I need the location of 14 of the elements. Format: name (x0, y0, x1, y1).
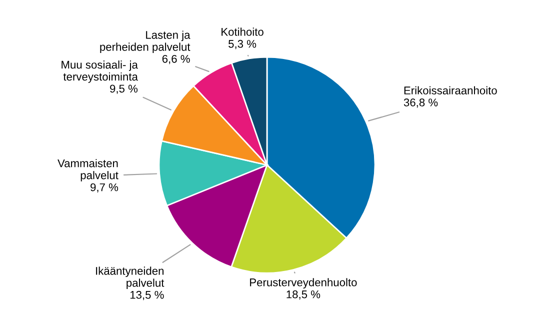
data-label: 9,7 % (90, 183, 118, 193)
data-label: 13,5 % (130, 290, 164, 300)
slice-label: Ikääntyneiden palvelut (96, 266, 164, 289)
data-label: 5,3 % (228, 40, 256, 50)
slice-label: Vammaisten palvelut (58, 159, 118, 182)
slice-label: Perusterveydenhuolto (250, 278, 357, 289)
data-label: 36,8 % (404, 98, 438, 108)
data-label: 9,5 % (110, 84, 138, 94)
slice-label: Erikoissairaanhoito (404, 86, 497, 94)
data-label: 18,5 % (286, 290, 320, 300)
slice-label: Kotihoito (222, 28, 264, 36)
data-label: 6,6 % (162, 54, 190, 64)
slice-label: Lasten ja perheiden palvelut (100, 30, 190, 54)
slice-label: Muu sosiaali- ja terveystoiminta (62, 60, 138, 83)
